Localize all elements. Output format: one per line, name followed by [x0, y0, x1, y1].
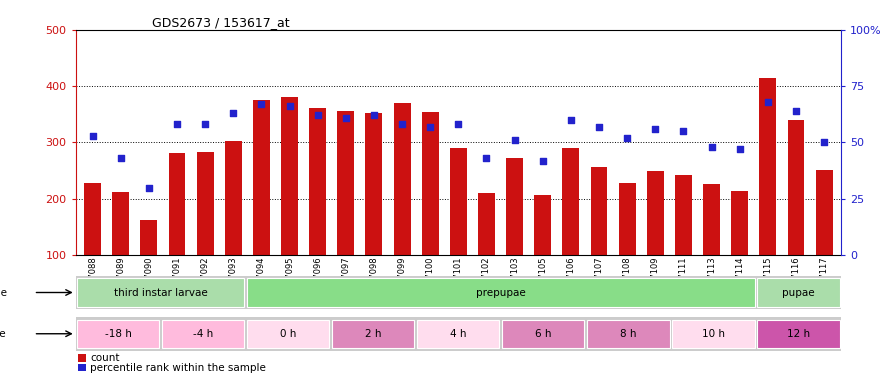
Bar — [672, 320, 755, 348]
Bar — [84, 183, 101, 255]
Point — [114, 155, 128, 161]
Point — [226, 110, 240, 116]
Bar — [502, 320, 585, 348]
Point — [142, 184, 156, 190]
Text: -4 h: -4 h — [193, 329, 214, 339]
Point — [648, 126, 662, 132]
Bar — [281, 98, 298, 255]
Bar — [197, 152, 214, 255]
Bar — [422, 112, 439, 255]
Bar — [816, 170, 833, 255]
Text: time: time — [0, 329, 7, 339]
Bar — [478, 193, 495, 255]
Text: count: count — [90, 353, 119, 363]
Bar — [168, 153, 185, 255]
Point — [507, 137, 522, 143]
Text: 10 h: 10 h — [702, 329, 725, 339]
Text: -18 h: -18 h — [105, 329, 132, 339]
Bar — [619, 183, 635, 255]
Bar — [332, 320, 415, 348]
Text: development stage: development stage — [0, 288, 7, 297]
Point — [255, 101, 269, 107]
Text: 0 h: 0 h — [280, 329, 296, 339]
Point — [817, 140, 831, 146]
Point — [170, 122, 184, 128]
Point — [620, 135, 635, 141]
Text: 6 h: 6 h — [535, 329, 552, 339]
Point — [85, 133, 100, 139]
Text: third instar larvae: third instar larvae — [114, 288, 207, 297]
Bar — [591, 167, 608, 255]
Bar — [393, 103, 410, 255]
Point — [536, 158, 550, 164]
Bar — [247, 320, 329, 348]
Point — [563, 117, 578, 123]
Text: 12 h: 12 h — [787, 329, 810, 339]
Point — [311, 112, 325, 118]
Bar — [757, 278, 839, 307]
Bar — [162, 320, 245, 348]
Bar — [77, 320, 159, 348]
Bar — [247, 278, 755, 307]
Text: pupae: pupae — [782, 288, 815, 297]
Bar — [534, 195, 551, 255]
Point — [761, 99, 775, 105]
Bar — [112, 192, 129, 255]
Text: 8 h: 8 h — [620, 329, 636, 339]
Bar — [506, 158, 523, 255]
Bar — [417, 320, 499, 348]
Text: 2 h: 2 h — [365, 329, 382, 339]
Bar — [78, 354, 86, 362]
Point — [705, 144, 719, 150]
Text: prepupae: prepupae — [476, 288, 526, 297]
Point — [480, 155, 494, 161]
Point — [676, 128, 691, 134]
Bar — [78, 364, 86, 372]
Bar — [225, 141, 242, 255]
Point — [451, 122, 465, 128]
Bar — [366, 113, 383, 255]
Point — [367, 112, 381, 118]
Bar — [337, 111, 354, 255]
Point — [732, 146, 747, 152]
Bar — [253, 100, 270, 255]
Point — [198, 122, 212, 128]
Bar — [675, 175, 692, 255]
Bar — [450, 148, 466, 255]
Bar — [757, 320, 839, 348]
Bar — [77, 278, 245, 307]
Point — [339, 115, 353, 121]
Bar — [788, 120, 805, 255]
Bar — [309, 108, 326, 255]
Bar — [703, 184, 720, 255]
Bar — [647, 171, 664, 255]
Bar — [759, 78, 776, 255]
Text: percentile rank within the sample: percentile rank within the sample — [90, 363, 266, 372]
Point — [592, 124, 606, 130]
Bar — [587, 320, 669, 348]
Point — [789, 108, 803, 114]
Text: GDS2673 / 153617_at: GDS2673 / 153617_at — [152, 16, 290, 29]
Bar — [562, 148, 579, 255]
Bar — [732, 191, 748, 255]
Point — [282, 104, 296, 110]
Point — [395, 122, 409, 128]
Text: 4 h: 4 h — [450, 329, 466, 339]
Bar — [141, 220, 158, 255]
Point — [423, 124, 437, 130]
